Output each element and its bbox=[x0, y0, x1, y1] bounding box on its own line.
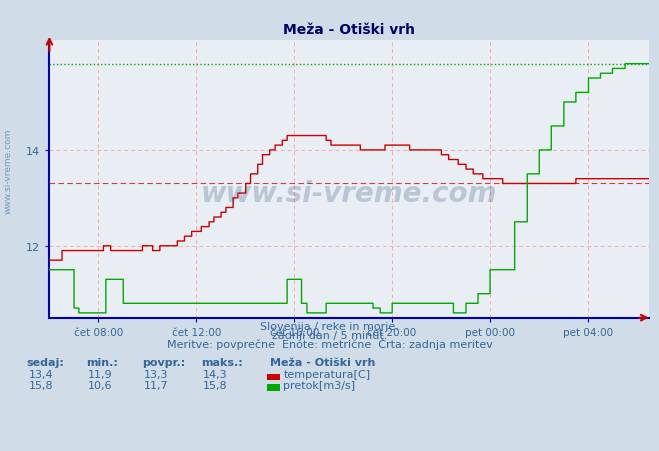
Text: temperatura[C]: temperatura[C] bbox=[283, 369, 370, 379]
Text: Meža - Otiški vrh: Meža - Otiški vrh bbox=[270, 357, 376, 367]
Text: www.si-vreme.com: www.si-vreme.com bbox=[3, 129, 13, 214]
Text: Slovenija / reke in morje.: Slovenija / reke in morje. bbox=[260, 321, 399, 331]
Text: zadnji dan / 5 minut.: zadnji dan / 5 minut. bbox=[272, 330, 387, 340]
Text: Meritve: povprečne  Enote: metrične  Črta: zadnja meritev: Meritve: povprečne Enote: metrične Črta:… bbox=[167, 337, 492, 349]
Text: 15,8: 15,8 bbox=[28, 380, 53, 390]
Text: 14,3: 14,3 bbox=[203, 369, 228, 379]
Text: 11,7: 11,7 bbox=[144, 380, 169, 390]
Title: Meža - Otiški vrh: Meža - Otiški vrh bbox=[283, 23, 415, 37]
Text: 10,6: 10,6 bbox=[88, 380, 113, 390]
Text: 13,4: 13,4 bbox=[28, 369, 53, 379]
Text: 13,3: 13,3 bbox=[144, 369, 169, 379]
Text: 15,8: 15,8 bbox=[203, 380, 228, 390]
Text: pretok[m3/s]: pretok[m3/s] bbox=[283, 380, 355, 390]
Text: www.si-vreme.com: www.si-vreme.com bbox=[201, 179, 498, 207]
Text: sedaj:: sedaj: bbox=[26, 357, 64, 367]
Text: povpr.:: povpr.: bbox=[142, 357, 185, 367]
Text: min.:: min.: bbox=[86, 357, 117, 367]
Text: 11,9: 11,9 bbox=[88, 369, 113, 379]
Text: maks.:: maks.: bbox=[201, 357, 243, 367]
